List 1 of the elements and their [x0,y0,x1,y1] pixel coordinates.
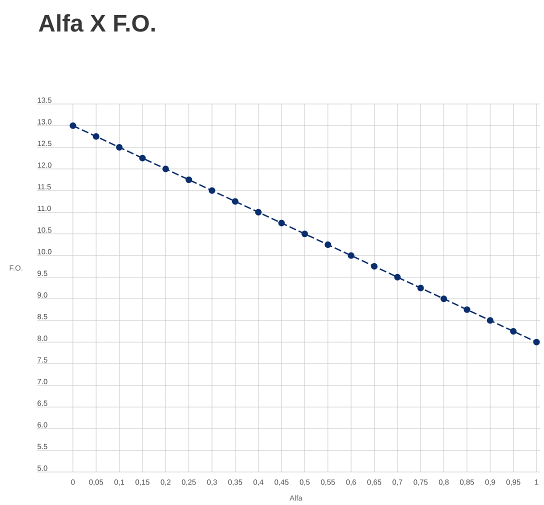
chart-title: Alfa X F.O. [38,14,155,32]
